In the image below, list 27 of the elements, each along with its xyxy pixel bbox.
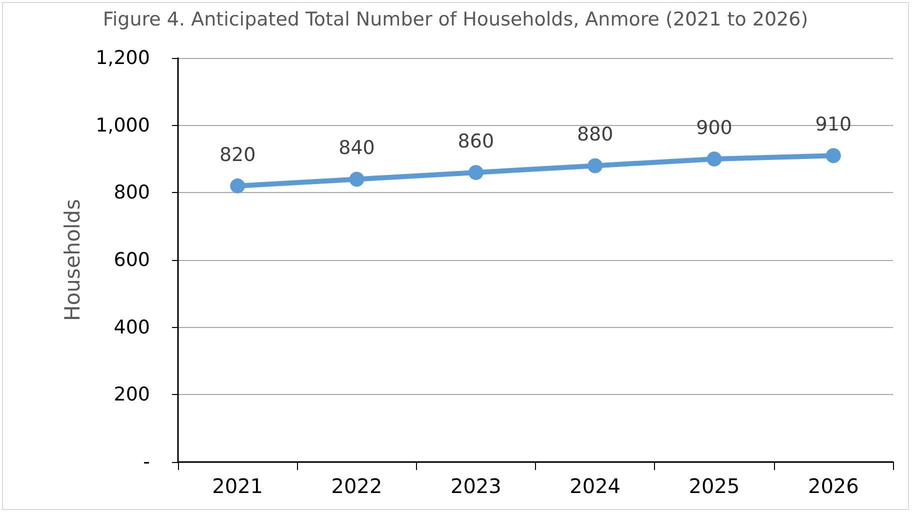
point [468,164,484,180]
data-label: 910 [815,114,852,136]
y-tick-label: 600 [114,249,150,271]
y-tick-label: 800 [114,182,150,204]
y-axis-title: Households [60,198,84,322]
y-tick-label: - [143,451,150,473]
chart-title: Figure 4. Anticipated Total Number of Households, Anmore (2021 to 2026) [102,8,808,30]
data-label: 900 [696,117,732,139]
point [826,148,841,164]
point [706,152,722,166]
data-label: 840 [338,137,375,160]
y-tick-label: 400 [114,316,150,338]
x-tick-label: 2021 [212,474,264,498]
x-tick-label: 2023 [450,474,502,498]
data-label: 820 [219,144,256,166]
data-label: 860 [458,130,494,152]
x-tick-label: 2022 [331,474,382,498]
point [588,158,603,174]
y-tick-label: 1,200 [96,47,150,69]
x-tick-label: 2024 [570,474,621,498]
x-tick-label: 2025 [688,474,740,498]
x-tick-label: 2026 [808,474,859,498]
y-tick-label: 200 [114,384,150,406]
data-label: 880 [576,124,614,146]
point [230,178,246,194]
point [349,172,364,187]
y-tick-label: 1,000 [96,114,150,136]
